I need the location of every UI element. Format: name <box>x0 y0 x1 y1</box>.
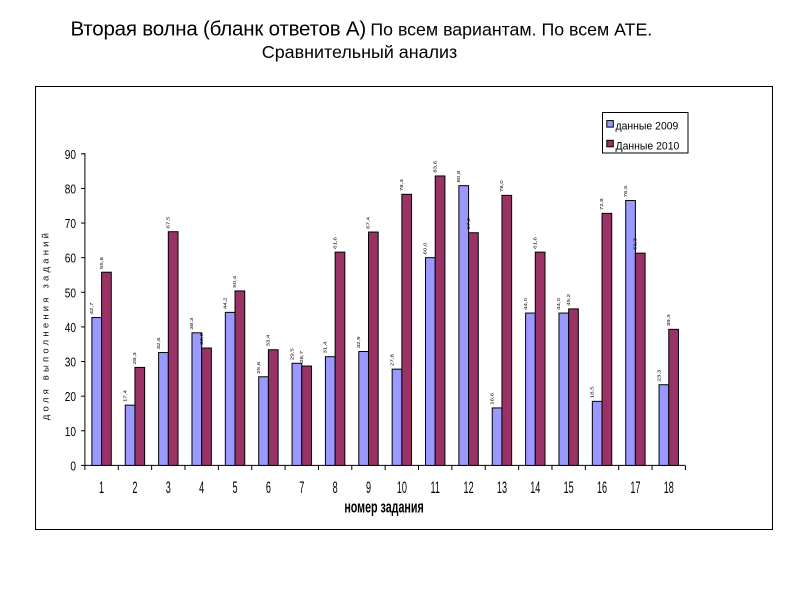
svg-text:25,6: 25,6 <box>257 362 262 374</box>
svg-text:12: 12 <box>464 478 474 497</box>
svg-text:45,2: 45,2 <box>567 294 572 306</box>
svg-text:10: 10 <box>397 478 407 497</box>
svg-text:61,6: 61,6 <box>533 237 538 249</box>
svg-text:33,9: 33,9 <box>200 333 205 345</box>
svg-text:30: 30 <box>65 355 77 369</box>
svg-text:20: 20 <box>65 390 77 404</box>
svg-text:16,6: 16,6 <box>490 393 495 405</box>
svg-text:78,3: 78,3 <box>400 179 405 191</box>
svg-text:5: 5 <box>233 478 238 497</box>
svg-text:15: 15 <box>564 478 574 497</box>
svg-text:67,2: 67,2 <box>466 218 471 230</box>
svg-text:11: 11 <box>431 478 440 497</box>
svg-text:17: 17 <box>630 478 640 497</box>
svg-text:72,8: 72,8 <box>600 198 605 210</box>
svg-text:44,0: 44,0 <box>557 298 562 310</box>
svg-text:Сравнительный анализ: Сравнительный анализ <box>262 42 457 62</box>
svg-text:32,9: 32,9 <box>357 336 362 348</box>
svg-text:3: 3 <box>166 478 171 497</box>
svg-text:Данные 2010: Данные 2010 <box>616 140 680 152</box>
svg-text:7: 7 <box>299 478 304 497</box>
svg-text:29,5: 29,5 <box>290 348 295 360</box>
svg-text:80,8: 80,8 <box>457 171 462 183</box>
svg-text:61,3: 61,3 <box>633 238 638 250</box>
svg-text:8: 8 <box>333 478 338 497</box>
svg-text:67,5: 67,5 <box>166 217 171 229</box>
svg-text:50: 50 <box>65 286 77 300</box>
svg-text:14: 14 <box>530 478 540 497</box>
svg-text:16: 16 <box>597 478 607 497</box>
svg-text:13: 13 <box>497 478 507 497</box>
svg-text:23,3: 23,3 <box>657 370 662 382</box>
svg-text:40: 40 <box>65 321 77 335</box>
svg-text:50,4: 50,4 <box>233 276 238 288</box>
svg-text:номер задания: номер задания <box>344 498 423 517</box>
svg-text:17,4: 17,4 <box>123 390 128 402</box>
svg-text:доля выполнения заданий: доля выполнения заданий <box>41 230 52 420</box>
svg-text:60,0: 60,0 <box>423 243 428 255</box>
svg-text:2: 2 <box>132 478 137 497</box>
svg-text:33,4: 33,4 <box>266 335 271 347</box>
svg-text:42,7: 42,7 <box>90 302 95 314</box>
svg-text:27,8: 27,8 <box>390 354 395 366</box>
svg-text:39,3: 39,3 <box>667 314 672 326</box>
svg-text:60: 60 <box>65 252 77 266</box>
svg-text:28,3: 28,3 <box>133 352 138 364</box>
svg-text:61,6: 61,6 <box>333 237 338 249</box>
svg-text:6: 6 <box>266 478 271 497</box>
svg-text:1: 1 <box>99 478 104 497</box>
svg-text:28,7: 28,7 <box>300 351 305 363</box>
svg-text:44,0: 44,0 <box>523 298 528 310</box>
svg-text:9: 9 <box>366 478 371 497</box>
svg-text:70: 70 <box>65 217 77 231</box>
svg-text:18: 18 <box>664 478 674 497</box>
svg-text:18,5: 18,5 <box>590 386 595 398</box>
svg-text:4: 4 <box>199 478 204 497</box>
svg-text:44,2: 44,2 <box>223 297 228 309</box>
svg-text:67,4: 67,4 <box>366 217 371 229</box>
svg-text:31,4: 31,4 <box>323 342 328 354</box>
svg-text:38,3: 38,3 <box>190 318 195 330</box>
svg-text:10: 10 <box>65 425 77 439</box>
svg-text:Вторая волна (бланк ответов А): Вторая волна (бланк ответов А) <box>71 18 367 41</box>
svg-text:83,6: 83,6 <box>433 161 438 173</box>
svg-text:80: 80 <box>65 182 77 196</box>
svg-text:По всем вариантам. По всем АТЕ: По всем вариантам. По всем АТЕ. <box>370 20 652 40</box>
svg-text:данные 2009: данные 2009 <box>616 120 679 132</box>
svg-text:0: 0 <box>70 459 76 473</box>
svg-text:32,6: 32,6 <box>157 337 162 349</box>
svg-text:55,8: 55,8 <box>99 257 104 269</box>
svg-text:76,5: 76,5 <box>624 185 629 197</box>
svg-text:90: 90 <box>65 148 77 162</box>
svg-text:78,0: 78,0 <box>500 180 505 192</box>
